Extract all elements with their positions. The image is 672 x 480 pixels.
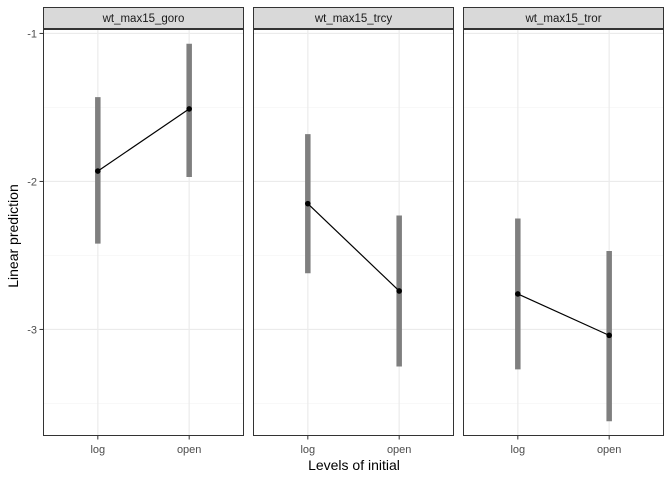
data-point-log [515, 291, 521, 297]
data-point-log [305, 200, 311, 207]
panel-border [253, 29, 454, 436]
x-tick-label-open: open [177, 444, 201, 456]
y-tick-label: -3 [27, 324, 37, 336]
data-point-open [186, 106, 192, 112]
panel-background [253, 29, 454, 436]
panel-background [463, 29, 664, 436]
x-tick-label-log: log [90, 444, 105, 456]
panel-background [43, 29, 244, 436]
series-line [97, 108, 190, 172]
x-tick-label-open: open [597, 444, 621, 456]
facet-strip [43, 7, 244, 29]
facet-strip [463, 7, 664, 29]
data-point-open [396, 288, 402, 294]
x-axis-title: Levels of initial [308, 457, 400, 473]
data-point-open [606, 332, 612, 339]
x-tick-label-log: log [510, 444, 525, 456]
data-point-log [95, 168, 101, 174]
panel-border [463, 29, 664, 436]
y-axis-title: Linear prediction [5, 184, 21, 288]
x-tick-label-open: open [387, 444, 411, 456]
y-axis: -1 -2 -3 [27, 28, 43, 336]
facet-strip-label: wt_max15_trcy [314, 13, 393, 25]
series-line [517, 293, 610, 336]
y-tick-label: -1 [27, 28, 37, 40]
x-tick-label-log: log [300, 444, 315, 456]
series-line [307, 203, 400, 292]
facet-strip-label: wt_max15_goro [102, 13, 185, 25]
panel-border [43, 29, 244, 436]
facet-strip [253, 7, 454, 29]
facet-strip-label: wt_max15_tror [524, 13, 601, 25]
y-tick-label: -2 [27, 176, 37, 188]
